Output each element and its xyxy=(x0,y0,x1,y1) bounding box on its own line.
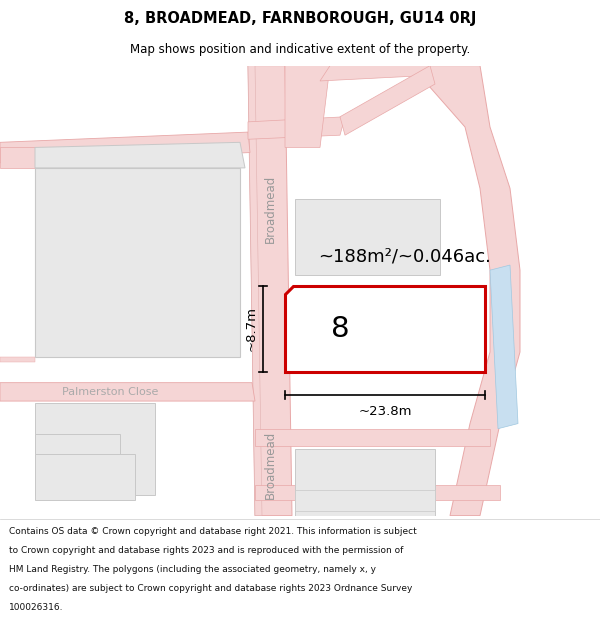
Text: ~188m²/~0.046ac.: ~188m²/~0.046ac. xyxy=(319,248,491,266)
Text: 8: 8 xyxy=(331,315,349,343)
Polygon shape xyxy=(255,485,500,500)
Polygon shape xyxy=(0,357,35,362)
Text: Palmerston Close: Palmerston Close xyxy=(62,387,158,397)
Polygon shape xyxy=(255,429,490,446)
Bar xyxy=(35,454,135,500)
Polygon shape xyxy=(0,148,35,168)
Polygon shape xyxy=(0,382,255,401)
Bar xyxy=(35,403,155,495)
Text: Map shows position and indicative extent of the property.: Map shows position and indicative extent… xyxy=(130,42,470,56)
Text: 8, BROADMEAD, FARNBOROUGH, GU14 0RJ: 8, BROADMEAD, FARNBOROUGH, GU14 0RJ xyxy=(124,11,476,26)
Polygon shape xyxy=(35,142,245,168)
Text: ~8.7m: ~8.7m xyxy=(245,306,258,351)
Bar xyxy=(295,199,440,275)
Text: Contains OS data © Crown copyright and database right 2021. This information is : Contains OS data © Crown copyright and d… xyxy=(9,526,417,536)
Polygon shape xyxy=(248,66,292,516)
Polygon shape xyxy=(490,265,518,429)
Polygon shape xyxy=(248,66,262,516)
Polygon shape xyxy=(0,132,250,162)
Bar xyxy=(295,490,435,511)
Text: 100026316.: 100026316. xyxy=(9,603,64,612)
Bar xyxy=(35,168,240,357)
Polygon shape xyxy=(248,117,345,139)
Text: co-ordinates) are subject to Crown copyright and database rights 2023 Ordnance S: co-ordinates) are subject to Crown copyr… xyxy=(9,584,412,593)
Text: Broadmead: Broadmead xyxy=(263,174,277,243)
Text: to Crown copyright and database rights 2023 and is reproduced with the permissio: to Crown copyright and database rights 2… xyxy=(9,546,403,555)
Bar xyxy=(35,434,120,490)
Polygon shape xyxy=(285,286,485,372)
Polygon shape xyxy=(340,66,435,135)
Text: HM Land Registry. The polygons (including the associated geometry, namely x, y: HM Land Registry. The polygons (includin… xyxy=(9,565,376,574)
Bar xyxy=(295,286,405,347)
Text: ~23.8m: ~23.8m xyxy=(358,405,412,418)
Bar xyxy=(295,449,435,521)
Text: Broadmead: Broadmead xyxy=(263,431,277,499)
Polygon shape xyxy=(420,66,520,516)
Polygon shape xyxy=(285,66,330,148)
Polygon shape xyxy=(320,66,430,81)
